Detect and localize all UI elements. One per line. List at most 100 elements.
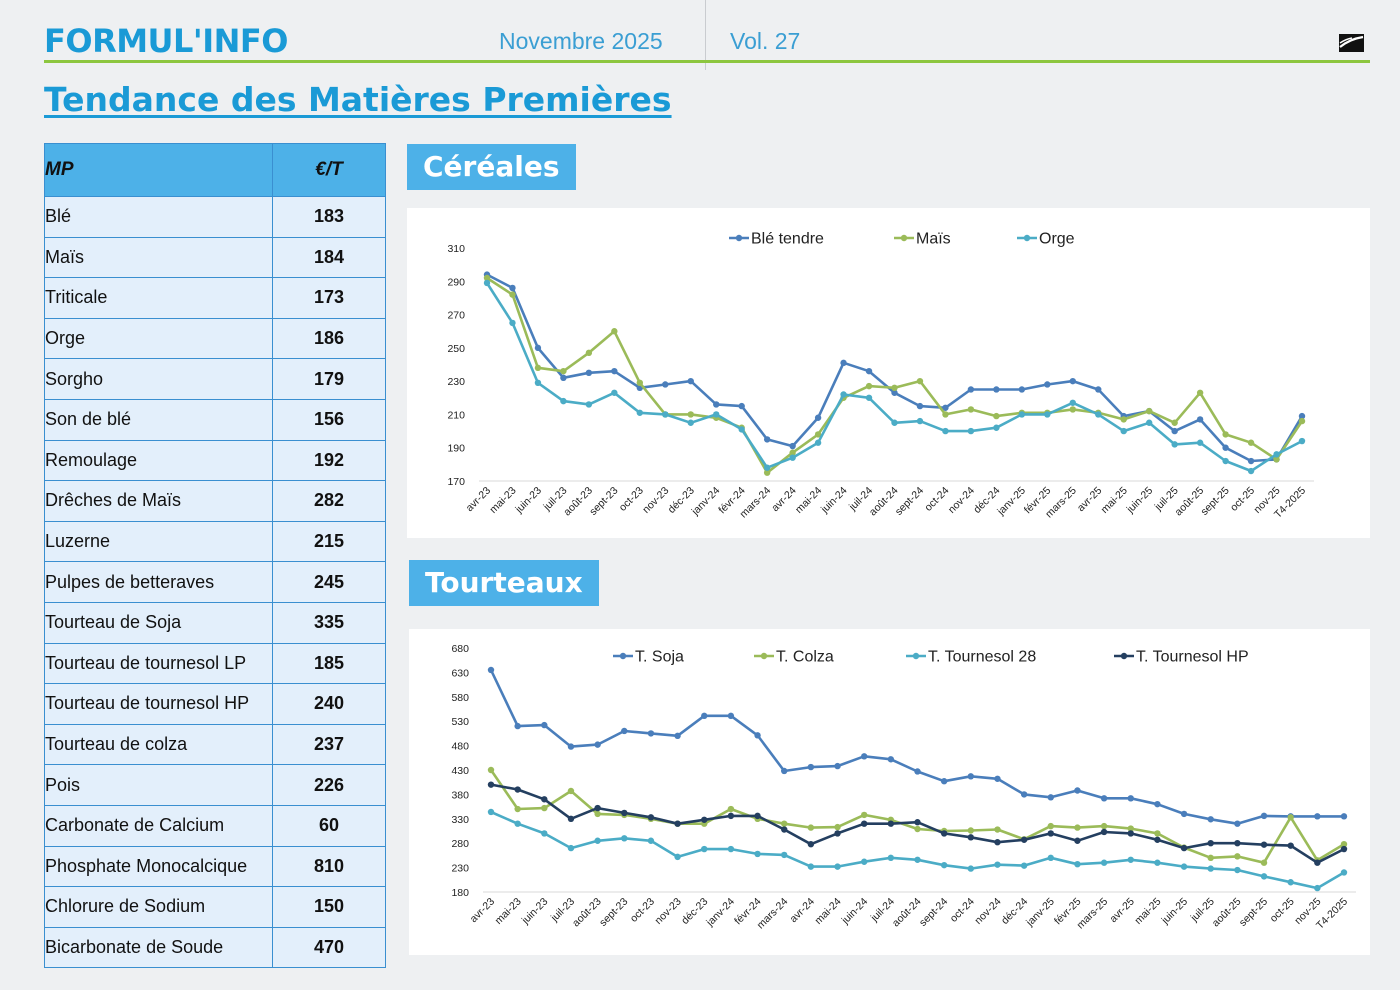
x-tick-label: sept-25 — [1237, 896, 1270, 929]
data-point — [967, 386, 975, 393]
data-point — [1127, 856, 1134, 863]
legend-label: T. Tournesol HP — [1136, 649, 1249, 666]
material-price: 185 — [272, 642, 386, 685]
data-point — [891, 389, 898, 396]
data-point — [807, 763, 815, 771]
data-point — [1298, 412, 1306, 420]
data-point — [514, 805, 521, 813]
data-point — [916, 377, 924, 385]
y-tick-label: 480 — [451, 741, 469, 753]
material-name: Pulpes de betteraves — [44, 561, 273, 603]
data-point — [1020, 862, 1028, 869]
data-point — [967, 865, 975, 872]
data-point — [1095, 386, 1102, 393]
issue-date: Novembre 2025 — [499, 28, 663, 54]
material-name: Tourteau de tournesol LP — [44, 642, 273, 685]
x-tick-label: sept-25 — [1198, 485, 1231, 518]
chart-cereales-svg: 310290270250230210190170avr-23mai-23juin… — [447, 231, 1314, 521]
data-point — [585, 349, 593, 357]
data-point — [687, 377, 694, 385]
material-price: 470 — [272, 926, 386, 969]
data-point — [967, 827, 975, 834]
x-tick-label: août-25 — [1210, 896, 1244, 930]
series-line — [485, 282, 1303, 473]
material-price: 215 — [272, 520, 386, 563]
data-point — [713, 411, 720, 418]
data-point — [1260, 812, 1268, 820]
data-point — [1314, 859, 1321, 866]
data-point — [1171, 419, 1178, 426]
data-point — [916, 417, 924, 425]
data-point — [1127, 825, 1134, 832]
x-tick-label: juin-23 — [513, 485, 545, 517]
material-name: Blé — [44, 196, 273, 238]
material-name: Triticale — [44, 277, 273, 319]
data-point — [621, 727, 628, 735]
x-tick-label: nov-23 — [653, 896, 684, 927]
material-name: Maïs — [44, 236, 273, 279]
material-price: 186 — [272, 317, 386, 360]
x-tick-label: oct-24 — [948, 896, 977, 925]
data-point — [1273, 451, 1280, 458]
legend-marker — [912, 652, 920, 660]
data-point — [860, 820, 868, 827]
data-point — [1287, 879, 1294, 886]
data-point — [483, 279, 491, 287]
data-point — [1171, 427, 1178, 435]
legend-marker — [760, 652, 768, 660]
data-point — [541, 804, 548, 812]
x-tick-label: juin-24 — [839, 896, 871, 928]
data-point — [674, 820, 681, 827]
material-price: 183 — [272, 196, 386, 238]
data-point — [541, 830, 548, 837]
data-point — [1247, 439, 1255, 446]
table-row: Chlorure de Sodium 150 — [44, 886, 386, 928]
data-point — [1196, 416, 1204, 423]
legend-marker — [619, 652, 627, 660]
data-point — [611, 389, 618, 396]
x-tick-label: nov-23 — [640, 485, 671, 516]
data-point — [967, 406, 975, 413]
data-point — [514, 786, 521, 793]
data-point — [567, 815, 575, 822]
chart-cereales: 310 290 270 250 230 210 190 170 avr-23 mai-23 juin… — [407, 208, 1370, 538]
x-tick-label: mai-24 — [793, 485, 824, 516]
data-point — [621, 809, 628, 817]
data-point — [594, 804, 601, 812]
table-row: Carbonate de Calcium 60 — [44, 804, 386, 847]
data-point — [509, 319, 516, 327]
material-price: 245 — [272, 561, 386, 603]
table-row: Sorgho 179 — [44, 358, 386, 400]
data-point — [487, 666, 495, 674]
material-name: Bicarbonate de Soude — [44, 926, 273, 969]
data-point — [636, 379, 644, 387]
data-point — [560, 397, 567, 405]
page-title: Tendance des Matières Premières — [44, 80, 672, 119]
data-point — [1171, 441, 1178, 448]
data-point — [1154, 859, 1161, 866]
table-row: Remoulage 192 — [44, 439, 386, 482]
x-tick-label: juin-25 — [1124, 485, 1156, 517]
column-header-mp: MP — [44, 143, 273, 197]
data-point — [621, 835, 628, 842]
data-point — [807, 824, 815, 831]
data-point — [1180, 863, 1188, 870]
data-point — [834, 863, 841, 870]
data-point — [514, 722, 521, 730]
data-point — [940, 830, 948, 837]
data-point — [1207, 854, 1214, 862]
data-point — [1234, 840, 1241, 847]
material-price: 335 — [272, 601, 386, 644]
header-rule — [44, 60, 1370, 63]
y-tick-label: 230 — [451, 863, 469, 875]
data-point — [1234, 866, 1241, 874]
material-price: 150 — [272, 886, 386, 928]
data-point — [1234, 820, 1241, 827]
material-price: 226 — [272, 764, 386, 806]
data-point — [1222, 444, 1229, 451]
material-name: Chlorure de Sodium — [44, 886, 273, 928]
data-point — [860, 811, 868, 819]
data-point — [840, 359, 847, 367]
data-point — [1260, 841, 1268, 848]
table-row: Blé 183 — [44, 196, 386, 238]
